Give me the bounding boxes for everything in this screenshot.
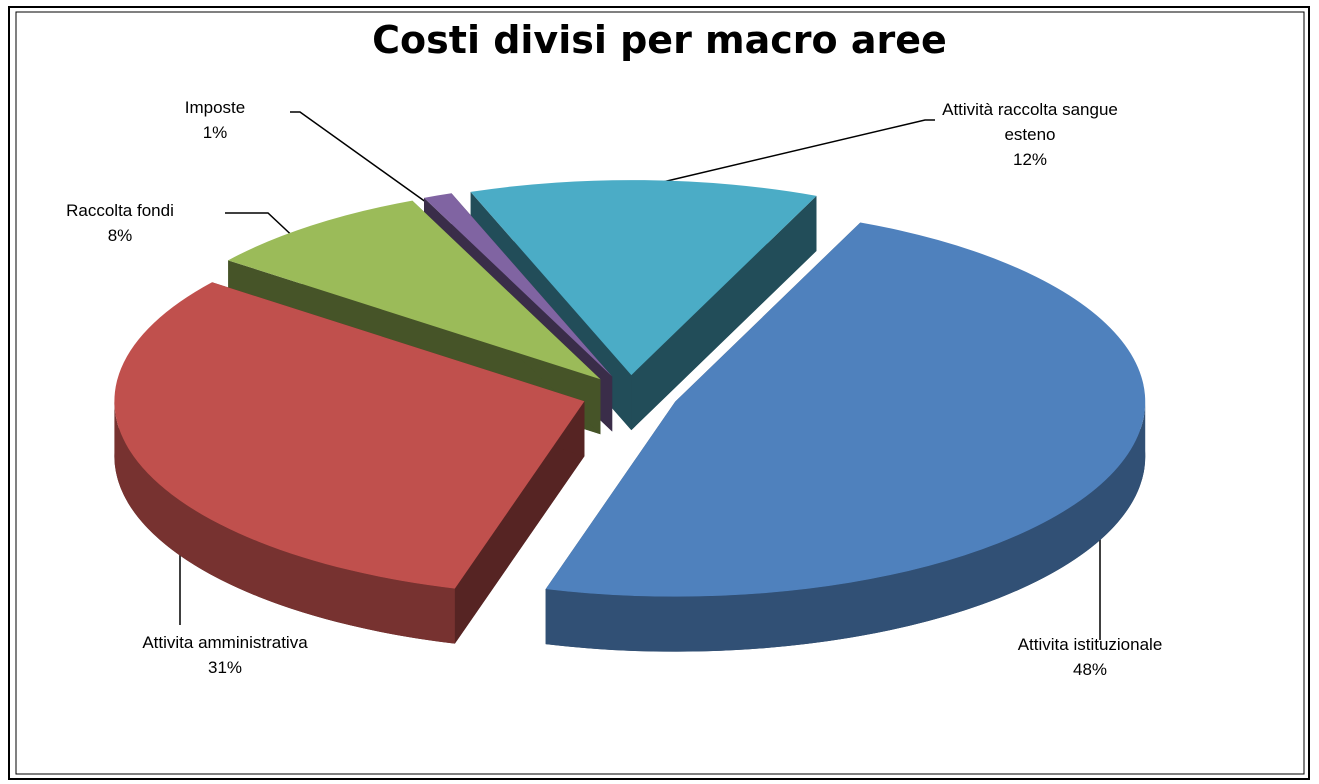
slice-label: Attivita istituzionale (1017, 635, 1163, 654)
slice-value-label: 1% (202, 123, 228, 142)
slice (424, 193, 613, 377)
plot-frame (15, 11, 1305, 775)
leader-line (290, 111, 431, 206)
slice-side (114, 401, 455, 644)
slice-wall (454, 401, 585, 644)
slice-wall (631, 195, 817, 431)
slice (470, 180, 817, 376)
pie (114, 180, 1146, 652)
slice-label: Attivita amministrativa (142, 633, 308, 652)
leader-lines (179, 111, 1101, 640)
slice (545, 222, 1146, 597)
slice-label: Raccolta fondi (66, 201, 174, 220)
chart-frame (8, 6, 1310, 780)
chart-title: Costi divisi per macro aree (372, 18, 947, 62)
slice-label: Imposte (184, 98, 246, 117)
slice-side (545, 401, 1146, 652)
slice-value-label: 8% (107, 226, 133, 245)
leader-line (225, 212, 301, 244)
slice-value-label: 48% (1072, 660, 1108, 679)
slice (114, 282, 585, 589)
slice (228, 200, 601, 380)
leader-line (649, 119, 935, 186)
slice-label: Attività raccolta sangue esteno (942, 100, 1118, 144)
slice-value-label: 12% (1012, 150, 1048, 169)
slice-value-label: 31% (207, 658, 243, 677)
